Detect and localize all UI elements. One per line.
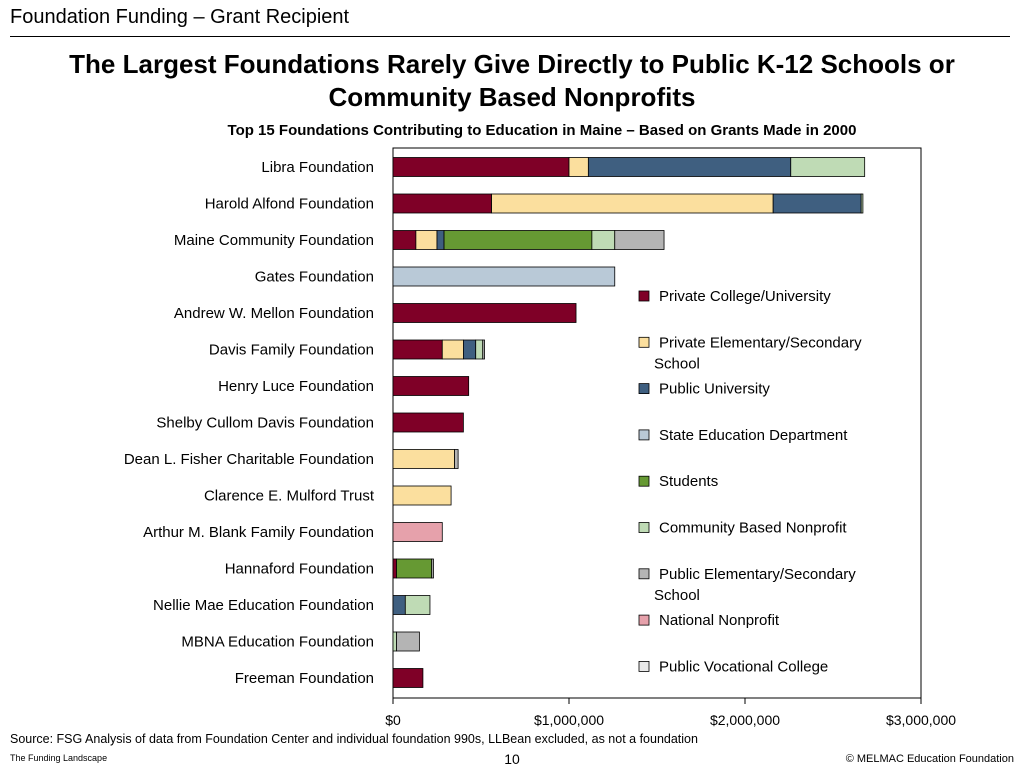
category-label: Libra Foundation bbox=[261, 159, 374, 176]
slide-header: Foundation Funding – Grant Recipient bbox=[10, 6, 350, 28]
bar-segment bbox=[454, 449, 459, 469]
bar-segment bbox=[392, 303, 577, 323]
footer-section-label: The Funding Landscape bbox=[10, 753, 108, 763]
slide-title: The Largest Foundations Rarely Give Dire… bbox=[69, 49, 955, 112]
chart-title: Top 15 Foundations Contributing to Educa… bbox=[227, 122, 857, 139]
legend-swatch bbox=[638, 522, 650, 533]
legend-label: Public Vocational College bbox=[659, 658, 828, 675]
category-label: Dean L. Fisher Charitable Foundation bbox=[124, 451, 374, 468]
source-note: Source: FSG Analysis of data from Founda… bbox=[10, 732, 698, 746]
bar-segment bbox=[860, 193, 864, 214]
bar-segment bbox=[591, 230, 616, 250]
bar-segment bbox=[392, 266, 616, 287]
legend-label: Public Elementary/Secondary School bbox=[654, 566, 856, 604]
bar-segment bbox=[392, 631, 397, 652]
bar-segment bbox=[587, 157, 792, 177]
category-label: Nellie Mae Education Foundation bbox=[153, 597, 374, 614]
category-label: Gates Foundation bbox=[255, 269, 374, 286]
legend-swatch bbox=[638, 661, 650, 672]
bar-segment bbox=[431, 558, 434, 579]
legend-swatch bbox=[638, 614, 650, 626]
bar-segment bbox=[614, 230, 665, 250]
copyright-notice: © MELMAC Education Foundation bbox=[845, 753, 1014, 765]
category-label: Hannaford Foundation bbox=[225, 561, 374, 578]
legend-label: National Nonprofit bbox=[659, 612, 780, 629]
bar-segment bbox=[392, 376, 470, 396]
bar-segment bbox=[392, 339, 443, 360]
category-label: Freeman Foundation bbox=[235, 670, 374, 687]
bar-segment bbox=[392, 668, 424, 688]
bar-segment bbox=[396, 631, 420, 652]
bar-segment bbox=[392, 157, 570, 177]
category-label: Clarence E. Mulford Trust bbox=[204, 488, 375, 505]
bar-segment bbox=[790, 157, 866, 177]
category-label: Maine Community Foundation bbox=[174, 232, 374, 249]
bar-segment bbox=[772, 193, 862, 214]
legend-label: Private Elementary/Secondary School bbox=[654, 334, 862, 372]
bar-segment bbox=[392, 449, 455, 469]
bar-segment bbox=[491, 193, 774, 214]
bar-segment bbox=[475, 339, 484, 360]
legend-label: Private College/University bbox=[659, 288, 831, 305]
legend-label: Students bbox=[659, 473, 718, 490]
bar-segment bbox=[482, 339, 485, 360]
header-divider bbox=[10, 36, 1010, 37]
bar-segment bbox=[396, 558, 433, 579]
bar-segment bbox=[392, 193, 492, 214]
x-tick-label: $0 bbox=[385, 712, 401, 728]
bar-segment bbox=[392, 230, 417, 250]
bar-segment bbox=[415, 230, 438, 250]
bar-segment bbox=[392, 522, 443, 542]
category-label: Arthur M. Blank Family Foundation bbox=[143, 524, 374, 541]
bar-segment bbox=[568, 157, 589, 177]
bar-segment bbox=[443, 230, 593, 250]
bar-segment bbox=[392, 412, 464, 433]
legend-swatch bbox=[638, 429, 650, 441]
legend-swatch bbox=[638, 475, 650, 487]
bar-segment bbox=[404, 595, 431, 615]
legend-swatch bbox=[638, 383, 650, 395]
bar-segment bbox=[462, 339, 477, 360]
x-tick-label: $2,000,000 bbox=[710, 712, 780, 728]
x-tick-label: $1,000,000 bbox=[534, 712, 604, 728]
category-label: Shelby Cullom Davis Foundation bbox=[156, 415, 374, 432]
bar-segment bbox=[392, 558, 397, 579]
category-label: Harold Alfond Foundation bbox=[205, 196, 374, 213]
legend-swatch bbox=[638, 568, 650, 580]
legend-label: Public University bbox=[659, 381, 770, 398]
page-number: 10 bbox=[504, 751, 520, 767]
category-label: Andrew W. Mellon Foundation bbox=[174, 305, 374, 322]
legend-label: Community Based Nonprofit bbox=[659, 520, 847, 537]
bar-segment bbox=[441, 339, 464, 360]
legend-label: State Education Department bbox=[659, 427, 848, 444]
bar-segment bbox=[436, 230, 445, 250]
bar-segment bbox=[392, 595, 406, 615]
bar-segment bbox=[392, 485, 452, 506]
category-label: Henry Luce Foundation bbox=[218, 378, 374, 395]
legend-swatch bbox=[638, 290, 650, 302]
category-label: MBNA Education Foundation bbox=[181, 634, 374, 651]
legend-swatch bbox=[638, 336, 650, 348]
x-tick-label: $3,000,000 bbox=[886, 712, 956, 728]
category-label: Davis Family Foundation bbox=[209, 342, 374, 359]
